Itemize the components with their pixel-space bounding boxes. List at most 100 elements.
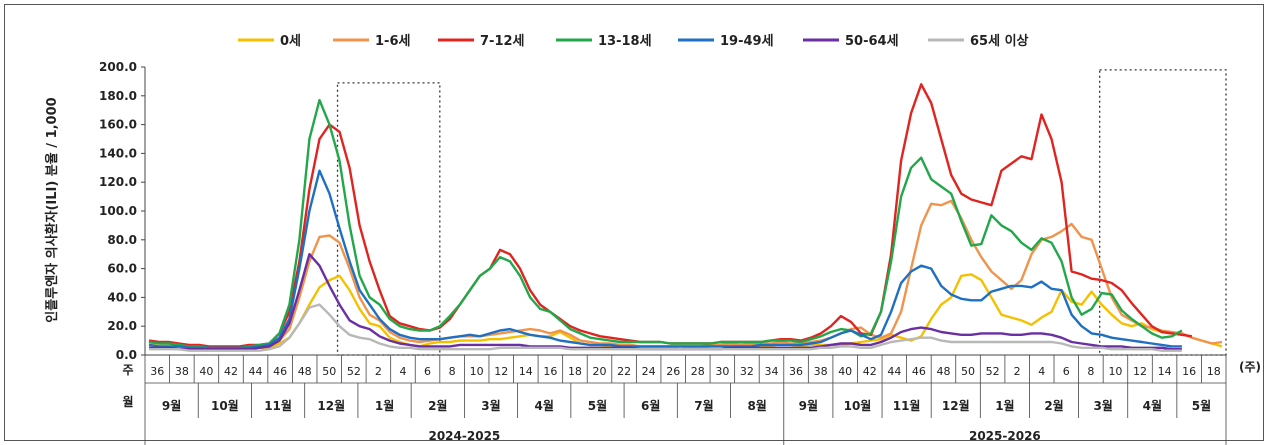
- legend-label: 1-6세: [375, 34, 410, 49]
- series-line-2: [148, 83, 1193, 348]
- month-label: 4월: [1143, 398, 1162, 413]
- week-tick-label: 20: [593, 365, 607, 378]
- week-tick-label: 50: [322, 365, 336, 378]
- legend-label: 50-64세: [845, 34, 899, 49]
- month-label: 9월: [162, 398, 181, 413]
- series-line-4: [148, 169, 1182, 349]
- month-label: 5월: [1192, 398, 1211, 413]
- week-tick-label: 26: [666, 365, 680, 378]
- month-label: 5월: [588, 398, 607, 413]
- week-tick-label: 46: [273, 365, 287, 378]
- week-tick-label: 8: [449, 365, 456, 378]
- week-tick-label: 14: [1158, 365, 1172, 378]
- season-label: 2025-2026: [969, 429, 1041, 443]
- series-line-3: [148, 98, 1183, 349]
- week-tick-label: 38: [814, 365, 828, 378]
- month-row-label: 월: [122, 394, 133, 409]
- week-tick-label: 12: [1133, 365, 1147, 378]
- week-tick-label: 16: [543, 365, 557, 378]
- axes: 0.0 20.0 40.0 60.0 80.0 100.0 120.0 140.0 160.0 1…: [99, 60, 1261, 445]
- y-tick-label: 0.0: [116, 348, 137, 362]
- week-tick-label: 18: [1207, 365, 1221, 378]
- y-axis-label: 인플루엔자 의사환자(ILI) 분율 / 1,000: [44, 97, 60, 322]
- week-tick-label: 34: [764, 365, 778, 378]
- highlight-box: [1099, 69, 1227, 356]
- week-tick-label: 4: [1038, 365, 1045, 378]
- series-line-6: [149, 303, 1182, 352]
- highlight-boxes: [336, 69, 1227, 356]
- week-tick-label: 44: [249, 365, 263, 378]
- week-tick-label: 30: [715, 365, 729, 378]
- week-tick-label: 42: [863, 365, 877, 378]
- chart-frame: [4, 4, 1264, 441]
- month-label: 9월: [799, 398, 818, 413]
- y-tick-label: 40.0: [107, 290, 137, 304]
- legend: 0세 1-6세 7-12세 13-18세 19-49세 50-64세 65세 이상: [238, 33, 1029, 49]
- month-label: 6월: [641, 398, 660, 413]
- week-tick-label: 2: [1014, 365, 1021, 378]
- y-tick-label: 100.0: [99, 204, 137, 218]
- month-label: 12월: [317, 398, 345, 413]
- week-tick-label: 36: [150, 365, 164, 378]
- month-label: 11월: [264, 398, 292, 413]
- legend-label: 7-12세: [480, 34, 525, 49]
- week-tick-label: 46: [912, 365, 926, 378]
- week-tick-label: 40: [199, 365, 213, 378]
- month-label: 2월: [428, 398, 447, 413]
- y-tick-label: 80.0: [107, 233, 137, 247]
- week-tick-label: 42: [224, 365, 238, 378]
- week-tick-label: 4: [399, 365, 406, 378]
- y-tick-label: 20.0: [107, 319, 137, 333]
- week-tick-label: 18: [568, 365, 582, 378]
- month-label: 7월: [694, 398, 713, 413]
- legend-label: 13-18세: [598, 34, 652, 49]
- month-label: 1월: [995, 398, 1014, 413]
- y-tick-label: 160.0: [99, 118, 137, 132]
- week-tick-label: 2: [375, 365, 382, 378]
- week-row-label: 주: [122, 363, 133, 377]
- week-tick-label: 6: [424, 365, 431, 378]
- month-label: 4월: [535, 398, 554, 413]
- x-unit-label: (주): [1239, 360, 1261, 374]
- week-tick-label: 8: [1087, 365, 1094, 378]
- week-tick-label: 10: [470, 365, 484, 378]
- week-tick-label: 6: [1063, 365, 1070, 378]
- season-label: 2024-2025: [428, 429, 500, 443]
- week-tick-label: 32: [740, 365, 754, 378]
- week-tick-label: 16: [1182, 365, 1196, 378]
- month-label: 3월: [481, 398, 500, 413]
- month-label: 2월: [1044, 398, 1063, 413]
- legend-label: 19-49세: [720, 34, 774, 49]
- month-label: 11월: [893, 398, 921, 413]
- week-tick-label: 52: [986, 365, 1000, 378]
- week-tick-label: 28: [691, 365, 705, 378]
- week-tick-label: 12: [494, 365, 508, 378]
- month-label: 12월: [942, 398, 970, 413]
- legend-label: 0세: [280, 34, 301, 49]
- week-tick-label: 52: [347, 365, 361, 378]
- month-label: 8월: [747, 398, 766, 413]
- week-tick-label: 48: [298, 365, 312, 378]
- y-tick-label: 140.0: [99, 146, 137, 160]
- y-tick-label: 120.0: [99, 175, 137, 189]
- month-label: 3월: [1093, 398, 1112, 413]
- y-tick-label: 200.0: [99, 60, 137, 74]
- y-tick-label: 60.0: [107, 262, 137, 276]
- month-label: 10월: [844, 398, 872, 413]
- week-tick-label: 40: [838, 365, 852, 378]
- week-tick-label: 44: [887, 365, 901, 378]
- week-tick-label: 48: [936, 365, 950, 378]
- week-tick-label: 24: [642, 365, 656, 378]
- month-label: 1월: [375, 398, 394, 413]
- series-line-1: [148, 199, 1223, 349]
- week-tick-label: 14: [519, 365, 533, 378]
- legend-label: 65세 이상: [970, 33, 1029, 49]
- week-tick-label: 10: [1108, 365, 1122, 378]
- week-tick-label: 50: [961, 365, 975, 378]
- week-tick-label: 38: [175, 365, 189, 378]
- y-tick-label: 180.0: [99, 89, 137, 103]
- week-tick-label: 22: [617, 365, 631, 378]
- week-tick-label: 36: [789, 365, 803, 378]
- series-lines: [148, 83, 1223, 352]
